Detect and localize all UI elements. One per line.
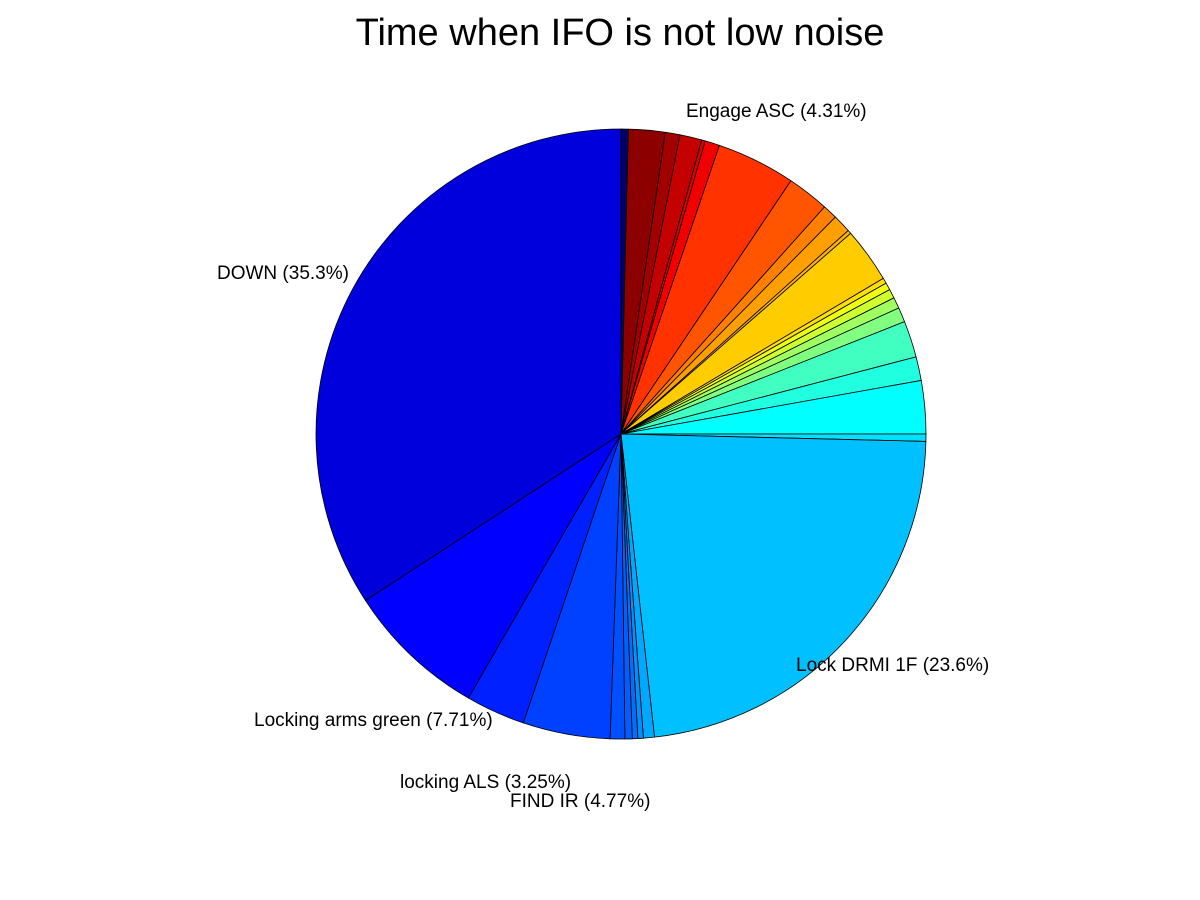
pie-slices <box>315 128 927 740</box>
chart-title: Time when IFO is not low noise <box>355 12 885 54</box>
slice-label: FIND IR (4.77%) <box>510 791 650 812</box>
slice-label: Locking arms green (7.71%) <box>254 710 493 731</box>
pie-slice <box>365 433 622 699</box>
pie-slice <box>620 433 927 738</box>
pie-labels: Engage ASC (4.31%) Lock DRMI 1F (23.6%) FI… <box>217 101 989 812</box>
slice-label: locking ALS (3.25%) <box>400 772 571 793</box>
pie-slice <box>315 128 622 601</box>
slice-label: DOWN (35.3%) <box>217 263 349 284</box>
slice-label: Engage ASC (4.31%) <box>686 101 867 122</box>
slice-label: Lock DRMI 1F (23.6%) <box>796 655 989 676</box>
